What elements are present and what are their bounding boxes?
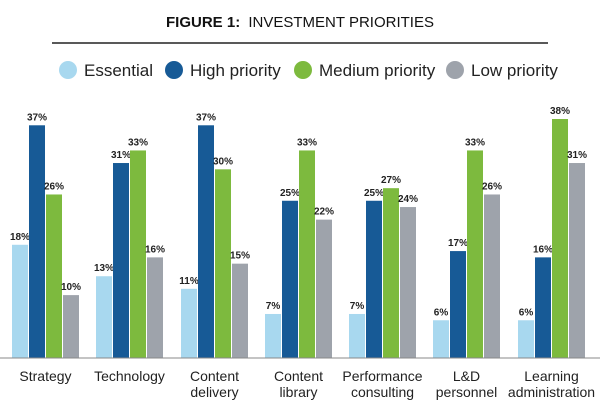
bar-content-delivery-essential xyxy=(181,288,197,358)
bar-content-library-medium-priority xyxy=(299,150,315,358)
value-label-technology-high-priority: 31% xyxy=(111,150,131,161)
bar-content-delivery-low-priority xyxy=(232,263,248,358)
value-label-technology-essential: 13% xyxy=(94,263,114,274)
value-label-content-library-high-priority: 25% xyxy=(280,188,300,199)
bar-content-delivery-high-priority xyxy=(198,125,214,358)
bar-landd-personnel-medium-priority xyxy=(467,150,483,358)
value-label-performance-consulting-low-priority: 24% xyxy=(398,194,418,205)
legend-label-medium-priority: Medium priority xyxy=(319,61,436,80)
value-label-learning-administration-low-priority: 31% xyxy=(567,150,587,161)
legend-swatch-essential xyxy=(59,61,77,79)
value-label-learning-administration-essential: 6% xyxy=(519,307,534,318)
value-label-technology-low-priority: 16% xyxy=(145,244,165,255)
category-label-technology: Technology xyxy=(94,368,165,384)
value-label-technology-medium-priority: 33% xyxy=(128,137,148,148)
value-label-content-delivery-essential: 11% xyxy=(179,276,199,287)
bar-technology-high-priority xyxy=(113,163,129,358)
bar-landd-personnel-high-priority xyxy=(450,251,466,358)
legend-label-low-priority: Low priority xyxy=(471,61,558,80)
bar-technology-medium-priority xyxy=(130,150,146,358)
bar-learning-administration-medium-priority xyxy=(552,119,568,358)
value-label-learning-administration-medium-priority: 38% xyxy=(550,106,570,117)
bar-landd-personnel-low-priority xyxy=(484,194,500,358)
value-label-performance-consulting-essential: 7% xyxy=(350,301,365,312)
bar-content-delivery-medium-priority xyxy=(215,169,231,358)
bar-learning-administration-low-priority xyxy=(569,163,585,358)
bar-content-library-low-priority xyxy=(316,219,332,358)
bar-performance-consulting-high-priority xyxy=(366,200,382,358)
legend-swatch-high-priority xyxy=(165,61,183,79)
value-label-landd-personnel-essential: 6% xyxy=(434,307,449,318)
bar-learning-administration-high-priority xyxy=(535,257,551,358)
value-label-content-library-low-priority: 22% xyxy=(314,207,334,218)
category-label-performance-consulting: Performance consulting xyxy=(342,368,422,400)
bar-performance-consulting-medium-priority xyxy=(383,188,399,358)
chart-title: FIGURE 1: INVESTMENT PRIORITIES xyxy=(166,14,434,31)
bar-content-library-essential xyxy=(265,313,281,358)
bar-technology-low-priority xyxy=(147,257,163,358)
value-label-performance-consulting-high-priority: 25% xyxy=(364,188,384,199)
category-label-learning-administration: Learning administration xyxy=(508,368,595,400)
x-axis-labels: Strategy Technology Content delivery Content… xyxy=(19,368,595,400)
value-label-strategy-medium-priority: 26% xyxy=(44,181,64,192)
category-label-landd-personnel: L&D personnel xyxy=(436,368,498,400)
value-label-learning-administration-high-priority: 16% xyxy=(533,244,553,255)
value-label-strategy-high-priority: 37% xyxy=(27,112,47,123)
value-label-landd-personnel-medium-priority: 33% xyxy=(465,137,485,148)
value-label-content-delivery-medium-priority: 30% xyxy=(213,156,233,167)
chart-title-text: INVESTMENT PRIORITIES xyxy=(248,14,434,31)
bar-content-library-high-priority xyxy=(282,200,298,358)
value-label-content-delivery-low-priority: 15% xyxy=(230,251,250,262)
bar-strategy-high-priority xyxy=(29,125,45,358)
value-label-content-library-medium-priority: 33% xyxy=(297,137,317,148)
legend-label-essential: Essential xyxy=(84,61,153,80)
bar-performance-consulting-low-priority xyxy=(400,207,416,358)
value-label-strategy-low-priority: 10% xyxy=(61,282,81,293)
legend: Essential High priority Medium priority Low… xyxy=(59,61,558,80)
value-label-landd-personnel-high-priority: 17% xyxy=(448,238,468,249)
chart-title-prefix: FIGURE 1: xyxy=(166,14,240,31)
value-label-content-library-essential: 7% xyxy=(266,301,281,312)
bar-strategy-essential xyxy=(12,244,28,358)
bar-landd-personnel-essential xyxy=(433,320,449,358)
bar-performance-consulting-essential xyxy=(349,313,365,358)
value-label-landd-personnel-low-priority: 26% xyxy=(482,181,502,192)
legend-swatch-low-priority xyxy=(446,61,464,79)
category-label-strategy: Strategy xyxy=(19,368,71,384)
category-label-content-library: Content library xyxy=(274,368,323,400)
legend-swatch-medium-priority xyxy=(294,61,312,79)
value-label-content-delivery-high-priority: 37% xyxy=(196,112,216,123)
value-label-performance-consulting-medium-priority: 27% xyxy=(381,175,401,186)
bar-technology-essential xyxy=(96,276,112,358)
legend-label-high-priority: High priority xyxy=(190,61,281,80)
bar-strategy-low-priority xyxy=(63,295,79,358)
category-label-content-delivery: Content delivery xyxy=(190,368,239,400)
bar-strategy-medium-priority xyxy=(46,194,62,358)
bars: 18% 37% 26% 10% 13% 31% 33% 16% 11% 37% 30% 15% 7% 25… xyxy=(10,106,587,358)
bar-learning-administration-essential xyxy=(518,320,534,358)
value-label-strategy-essential: 18% xyxy=(10,232,30,243)
